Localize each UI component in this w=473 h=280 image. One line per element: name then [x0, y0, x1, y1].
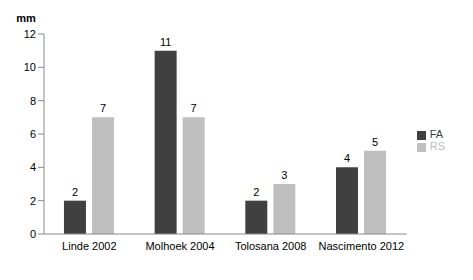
- svg-text:4: 4: [344, 152, 350, 164]
- svg-text:7: 7: [191, 102, 197, 114]
- svg-text:7: 7: [100, 102, 106, 114]
- svg-text:Tolosana 2008: Tolosana 2008: [235, 240, 307, 252]
- svg-text:2: 2: [253, 186, 259, 198]
- svg-text:10: 10: [24, 61, 36, 73]
- svg-text:8: 8: [30, 95, 36, 107]
- svg-text:12: 12: [24, 28, 36, 40]
- svg-text:Nascimento 2012: Nascimento 2012: [319, 240, 405, 252]
- svg-text:2: 2: [30, 195, 36, 207]
- svg-text:Molhoek 2004: Molhoek 2004: [145, 240, 214, 252]
- svg-text:6: 6: [30, 128, 36, 140]
- html-text:RS: RS: [429, 140, 445, 152]
- svg-text:0: 0: [30, 228, 36, 240]
- svg-text:Linde 2002: Linde 2002: [62, 240, 116, 252]
- svg-text:2: 2: [72, 186, 78, 198]
- html-text:FA: FA: [429, 128, 444, 140]
- svg-text:4: 4: [30, 161, 36, 173]
- svg-text:mm: mm: [16, 12, 36, 24]
- svg-text:5: 5: [372, 136, 378, 148]
- svg-text:11: 11: [160, 36, 171, 48]
- svg-text:3: 3: [281, 169, 287, 181]
